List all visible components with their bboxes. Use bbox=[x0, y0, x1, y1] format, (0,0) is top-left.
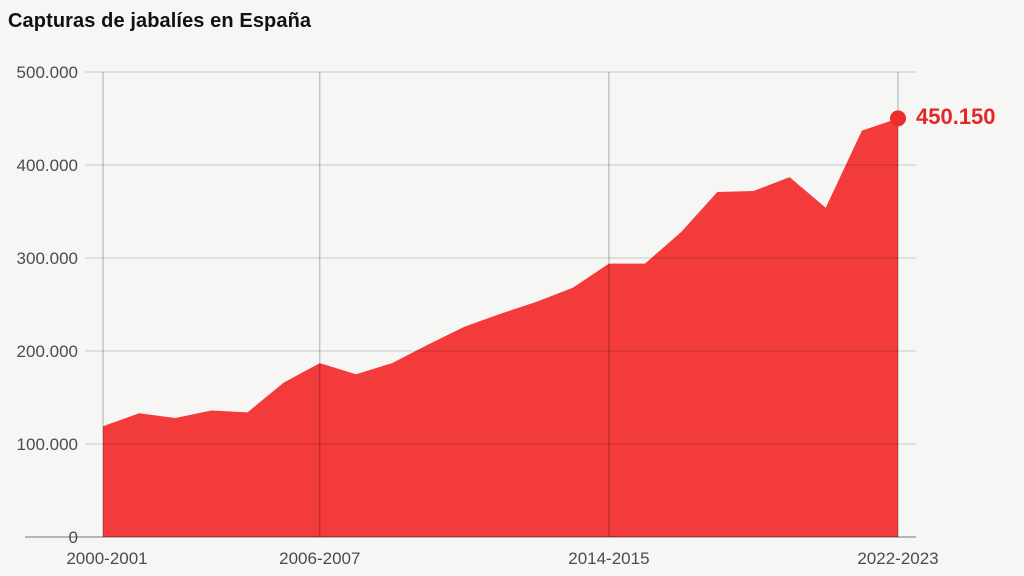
x-tick-label: 2022-2023 bbox=[857, 549, 938, 568]
end-dot-group bbox=[890, 110, 906, 127]
chart-title: Capturas de jabalíes en España bbox=[8, 10, 312, 32]
x-tick-label: 2014-2015 bbox=[568, 549, 649, 568]
y-tick-label: 500.000 bbox=[17, 63, 78, 82]
x-tick-label: 2000-2001 bbox=[66, 549, 147, 568]
y-tick-label: 100.000 bbox=[17, 435, 78, 454]
end-value-label: 450.150 bbox=[916, 104, 996, 130]
grid-vertical bbox=[102, 72, 899, 537]
grid-horizontal bbox=[25, 71, 916, 538]
y-tick-label: 400.000 bbox=[17, 156, 78, 175]
x-tick-label: 2006-2007 bbox=[279, 549, 360, 568]
x-axis-labels: 2000-2001 2006-2007 2014-2015 2022-2023 bbox=[66, 549, 938, 568]
y-tick-label: 200.000 bbox=[17, 342, 78, 361]
area-series bbox=[103, 118, 898, 538]
end-dot bbox=[890, 110, 906, 127]
area-fill bbox=[103, 118, 898, 538]
y-axis-labels: 0 100.000 200.000 300.000 400.000 500.000 bbox=[17, 63, 78, 547]
y-tick-label: 0 bbox=[69, 528, 78, 547]
y-tick-label: 300.000 bbox=[17, 249, 78, 268]
